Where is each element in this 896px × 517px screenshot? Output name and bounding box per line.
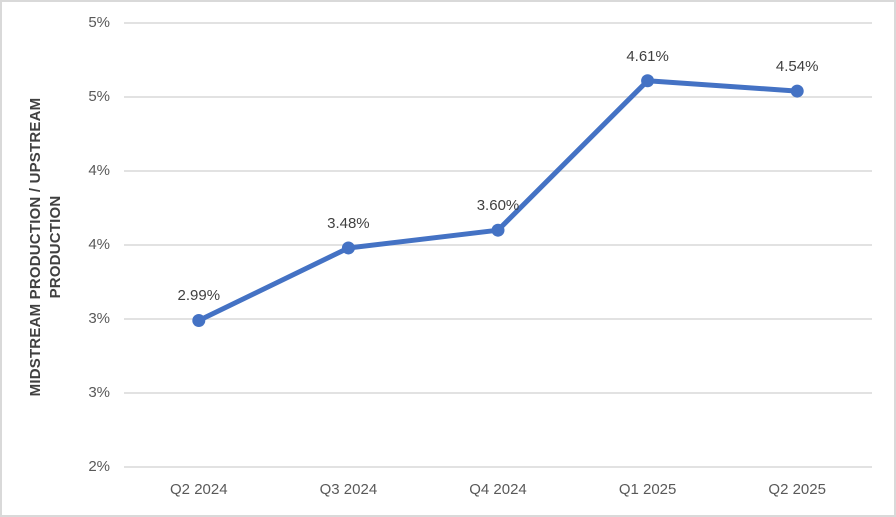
data-point-label: 4.61% [626, 47, 669, 65]
data-point-label: 4.54% [775, 58, 819, 76]
x-tick-label: Q2 2024 [170, 481, 228, 498]
y-tick-label: 3% [88, 310, 110, 327]
data-point [341, 241, 355, 255]
data-point [790, 84, 804, 98]
x-tick-label: Q3 2024 [319, 481, 378, 498]
x-tick-label: Q2 2025 [768, 481, 826, 498]
y-tick-label: 3% [88, 384, 110, 401]
data-point-label: 2.99% [177, 287, 221, 305]
y-tick-label: 5% [88, 88, 110, 105]
data-point [491, 223, 505, 237]
x-tick-label: Q4 2024 [469, 481, 527, 498]
data-point [641, 74, 655, 88]
y-tick-label: 4% [88, 162, 110, 179]
y-tick-label: 4% [88, 236, 110, 253]
data-point-label: 3.60% [476, 197, 520, 215]
y-tick-label: 2% [88, 458, 110, 475]
y-tick-label: 5% [88, 14, 110, 31]
data-point [192, 313, 206, 327]
data-point-label: 3.48% [327, 214, 370, 232]
x-tick-label: Q1 2025 [618, 481, 677, 498]
